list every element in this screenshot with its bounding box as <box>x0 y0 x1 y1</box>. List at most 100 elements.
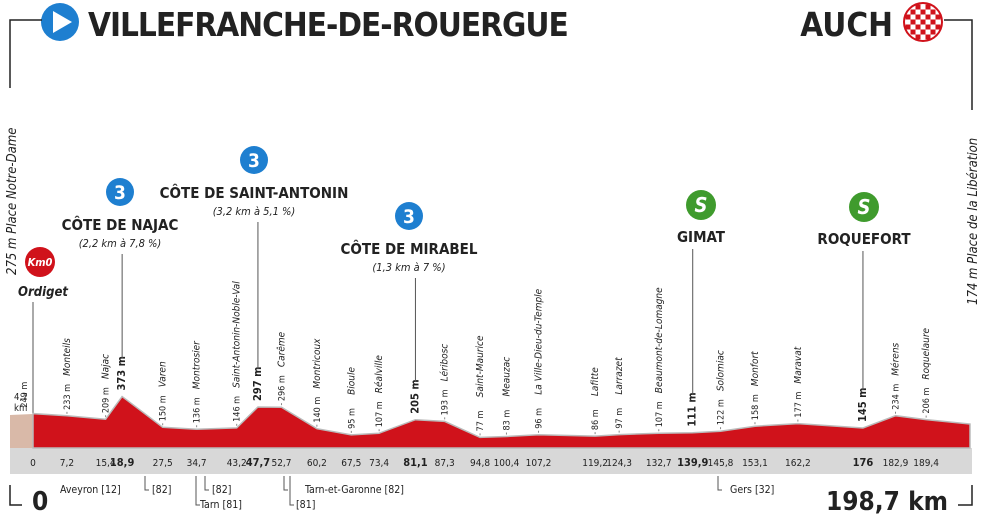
place-name: Solomiac <box>716 350 727 391</box>
footer-bracket-left <box>9 485 22 506</box>
place-name: Saint-Maurice <box>475 335 486 397</box>
altitude-label: 206 m <box>922 388 932 414</box>
km-label: 162,2 <box>785 458 811 469</box>
neutral-unit: km <box>14 403 27 414</box>
place-name: Saint-Antonin-Noble-Val <box>232 281 243 388</box>
sprint-badge-label: S <box>858 195 871 219</box>
altitude-label: 249 m <box>20 382 30 408</box>
km-label: 34,7 <box>187 458 207 469</box>
altitude-label: 97 m <box>615 408 625 429</box>
finish-square <box>910 29 916 35</box>
km-label: 132,7 <box>646 458 672 469</box>
start-side: 275 m Place Notre-Dame <box>5 128 20 275</box>
km-label: 43,2 <box>227 458 247 469</box>
finish-square <box>935 24 941 30</box>
altitude-label: 107 m <box>655 401 665 427</box>
km-label: 18,9 <box>110 456 135 469</box>
neutral-zone <box>10 414 33 448</box>
altitude-label: 96 m <box>535 408 545 429</box>
place-name: Monteils <box>62 338 73 376</box>
place-name: La Ville-Dieu-du-Temple <box>534 288 545 394</box>
footer-bracket-right <box>958 485 973 506</box>
place-name: Mérens <box>889 342 901 375</box>
km-label: 94,8 <box>470 458 490 469</box>
climb-category: 3 <box>403 206 415 228</box>
place-name: Roquelaure <box>921 327 932 379</box>
place-name: Najac <box>101 354 112 379</box>
finish-square <box>925 4 931 10</box>
km-label: 145,8 <box>708 458 734 469</box>
place-name: Larrazet <box>614 357 625 395</box>
altitude-label: 146 m <box>233 396 243 422</box>
finish-square <box>920 9 926 15</box>
finish-side: 174 m Place de la Libération <box>966 138 981 305</box>
altitude-label: 83 m <box>502 410 512 431</box>
start-arrow <box>53 11 72 33</box>
altitude-label: 136 m <box>193 397 203 423</box>
altitude-label: 145 m <box>856 388 869 422</box>
sprint-badge-label: S <box>695 193 708 217</box>
footer-total: 198,7 km <box>826 487 948 515</box>
sprint-name: GIMAT <box>677 228 726 246</box>
start-place: Ordiget <box>18 285 68 300</box>
km-label: 0 <box>30 458 36 469</box>
finish-square <box>915 4 921 10</box>
department-label: Aveyron [12] <box>60 484 121 496</box>
place-name: Monfort <box>750 351 761 386</box>
finish-city: AUCH <box>800 5 893 44</box>
km-label: 52,7 <box>271 458 291 469</box>
place-name: Varen <box>158 361 169 387</box>
altitude-label: 140 m <box>313 397 323 423</box>
climb-badge <box>240 146 268 174</box>
altitude-label: 150 m <box>159 395 169 421</box>
climb-detail: (3,2 km à 5,1 %) <box>213 205 296 218</box>
department-tick <box>717 476 722 491</box>
place-name: Lafitte <box>590 367 601 396</box>
department-label: Tarn-et-Garonne [82] <box>304 484 404 496</box>
finish-icon <box>903 2 943 42</box>
place-name: Réalville <box>373 355 385 394</box>
km-label: 176 <box>853 456 874 469</box>
km-label: 107,2 <box>526 458 552 469</box>
climb-badge <box>106 178 134 206</box>
department-label: [82] <box>212 484 231 496</box>
altitude-label: 205 m <box>408 379 421 413</box>
finish-square <box>925 34 931 40</box>
km0-label: Km0 <box>28 256 53 269</box>
finish-square <box>910 19 916 25</box>
sprint-badge <box>849 192 879 222</box>
department-tick <box>289 476 294 506</box>
finish-square <box>915 24 921 30</box>
place-name: Carême <box>276 331 288 367</box>
finish-square <box>930 9 936 15</box>
altitude-label: 107 m <box>375 401 385 427</box>
km-label: 60,2 <box>307 458 327 469</box>
place-name: Montricoux <box>312 338 323 389</box>
km-label: 81,1 <box>403 456 428 469</box>
altitude-label: 209 m <box>102 387 112 413</box>
km-label: 67,5 <box>341 458 361 469</box>
km-label: 15,4 <box>96 458 116 469</box>
department-label: [82] <box>152 484 171 496</box>
km-label: 189,4 <box>913 458 939 469</box>
neutral-km: 4,7 <box>14 392 28 403</box>
place-name: Léribosc <box>439 344 451 382</box>
km-label: 47,7 <box>246 456 271 469</box>
finish-square <box>905 24 911 30</box>
altitude-label: 297 m <box>251 367 264 401</box>
place-name: Montrosier <box>192 340 203 389</box>
finish-square <box>915 34 921 40</box>
climb-category: 3 <box>114 182 126 204</box>
altitude-label: 77 m <box>476 411 486 432</box>
altitude-label: 86 m <box>591 409 601 430</box>
altitude-label: 296 m <box>278 375 288 401</box>
altitude-label: 193 m <box>441 389 451 415</box>
climb-name: CÔTE DE SAINT-ANTONIN <box>160 183 349 202</box>
climb-detail: (2,2 km à 7,8 %) <box>79 237 162 250</box>
footer-start: 0 <box>32 487 48 515</box>
climb-name: CÔTE DE MIRABEL <box>340 239 477 258</box>
start-bracket <box>9 19 42 88</box>
department-tick <box>283 476 288 491</box>
finish-bracket <box>944 19 973 110</box>
